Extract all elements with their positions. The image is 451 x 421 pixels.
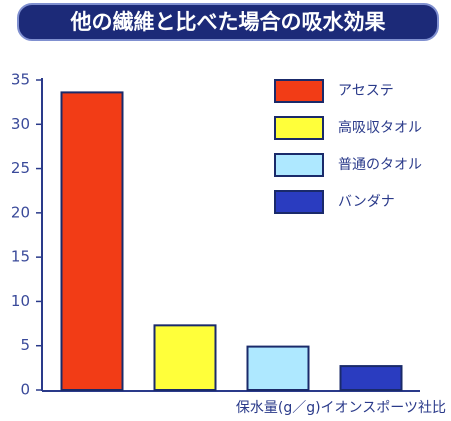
title-banner [17, 3, 439, 41]
x-axis-label: 保水量(g／g)イオンスポーツ社比 [236, 400, 446, 416]
y-tick-label: 15 [11, 248, 30, 266]
y-tick-label: 30 [11, 115, 30, 133]
y-tick-label: 20 [11, 203, 30, 221]
legend-label: バンダナ [338, 194, 395, 210]
y-tick-label: 10 [11, 292, 30, 310]
legend-swatch [274, 153, 324, 177]
bar [153, 324, 217, 392]
bar [246, 345, 310, 392]
chart-title: 他の繊維と比べた場合の吸水効果 [70, 10, 386, 34]
legend-swatch [274, 79, 324, 103]
y-tick-label: 25 [11, 159, 30, 177]
legend-label: 高吸収タオル [338, 119, 422, 136]
y-tick-label: 35 [11, 71, 30, 89]
legend-label: 普通のタオル [338, 157, 422, 173]
bar [339, 365, 403, 392]
legend-swatch [274, 116, 324, 140]
bar [60, 91, 124, 392]
y-tick-label: 5 [20, 336, 30, 354]
y-tick-label: 0 [20, 381, 30, 399]
legend-swatch [274, 190, 324, 214]
legend-label: アセステ [338, 83, 394, 99]
